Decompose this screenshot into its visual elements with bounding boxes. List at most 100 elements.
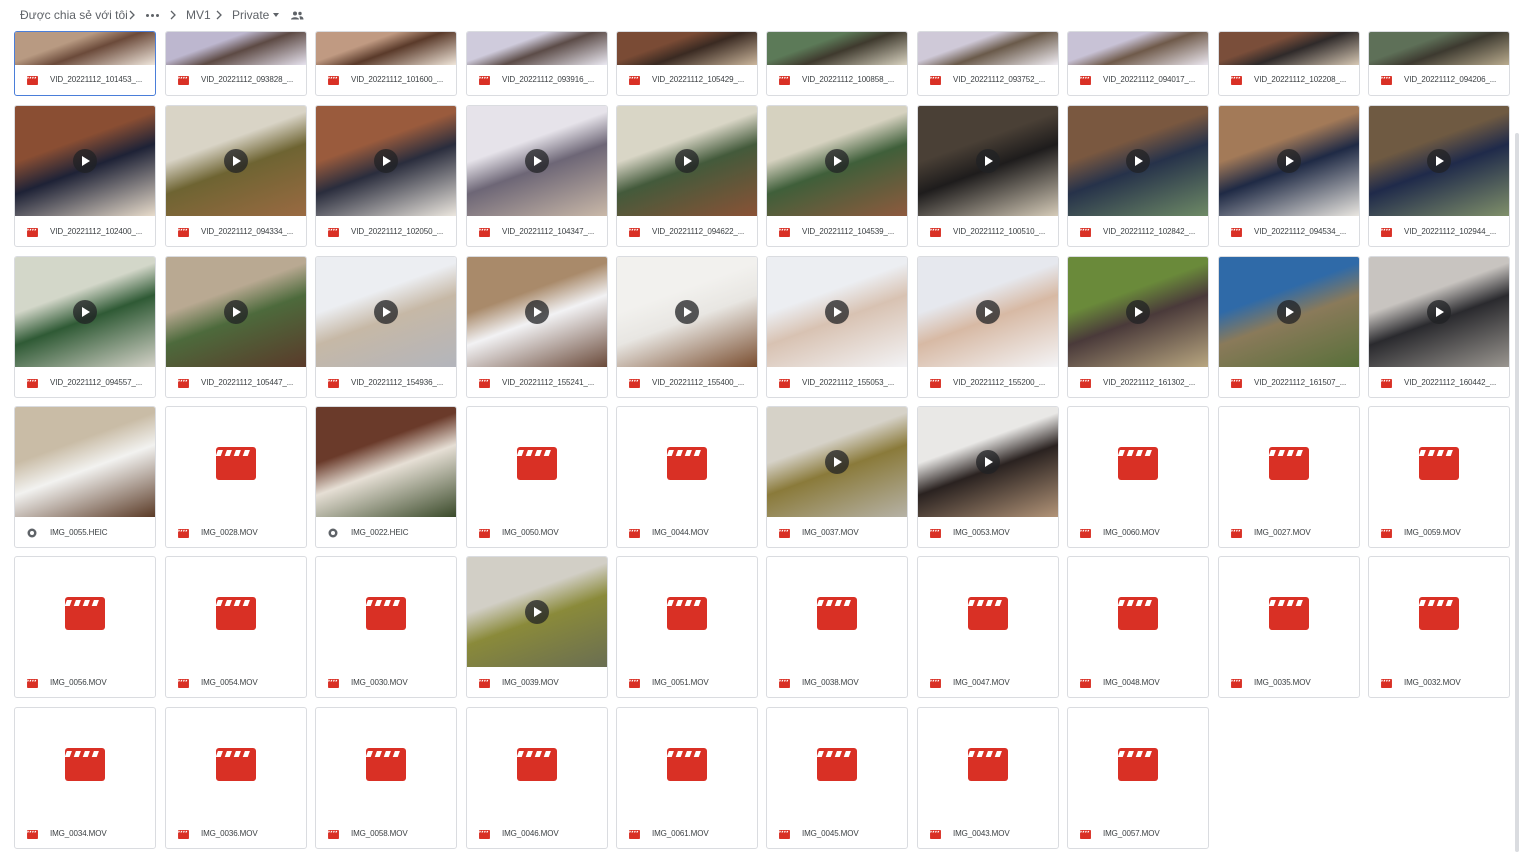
file-tile[interactable]: VID_20221112_155400_... xyxy=(616,256,758,398)
file-tile[interactable]: VID_20221112_100858_... xyxy=(766,31,908,96)
file-tile[interactable]: IMG_0053.MOV xyxy=(917,406,1059,548)
file-tile[interactable]: VID_20221112_094017_... xyxy=(1067,31,1209,96)
file-thumbnail xyxy=(767,407,907,517)
file-tile[interactable]: VID_20221112_093752_... xyxy=(917,31,1059,96)
file-tile[interactable]: VID_20221112_105447_... xyxy=(165,256,307,398)
file-name: IMG_0053.MOV xyxy=(953,528,1010,537)
file-tile[interactable]: VID_20221112_104539_... xyxy=(766,105,908,247)
file-tile[interactable]: VID_20221112_102400_... xyxy=(14,105,156,247)
file-tile[interactable]: VID_20221112_094557_... xyxy=(14,256,156,398)
file-tile[interactable]: IMG_0030.MOV xyxy=(315,556,457,698)
file-tile[interactable]: VID_20221112_102944_... xyxy=(1368,105,1510,247)
file-thumbnail xyxy=(316,407,456,517)
file-tile[interactable]: IMG_0047.MOV xyxy=(917,556,1059,698)
file-tile[interactable]: VID_20221112_155241_... xyxy=(466,256,608,398)
file-tile[interactable]: VID_20221112_100510_... xyxy=(917,105,1059,247)
video-file-icon xyxy=(1231,76,1242,85)
file-tile[interactable]: VID_20221112_160442_... xyxy=(1368,256,1510,398)
breadcrumb-folder-private[interactable]: Private xyxy=(232,8,270,22)
file-tile[interactable]: VID_20221112_155200_... xyxy=(917,256,1059,398)
file-tile[interactable]: VID_20221112_094334_... xyxy=(165,105,307,247)
file-name: VID_20221112_161507_... xyxy=(1254,378,1347,387)
file-tile[interactable]: IMG_0058.MOV xyxy=(315,707,457,849)
file-name: VID_20221112_102400_... xyxy=(50,227,143,236)
video-clapper-icon xyxy=(968,748,1008,781)
vertical-scrollbar[interactable] xyxy=(1512,31,1524,852)
file-name: VID_20221112_155053_... xyxy=(802,378,895,387)
play-icon xyxy=(825,149,849,173)
more-folders-icon[interactable] xyxy=(146,14,159,17)
file-tile[interactable]: IMG_0044.MOV xyxy=(616,406,758,548)
video-file-icon xyxy=(779,529,790,538)
file-tile[interactable]: IMG_0039.MOV xyxy=(466,556,608,698)
file-tile[interactable]: IMG_0032.MOV xyxy=(1368,556,1510,698)
file-thumbnail xyxy=(316,257,456,367)
file-tile[interactable]: IMG_0057.MOV xyxy=(1067,707,1209,849)
file-name: VID_20221112_102208_... xyxy=(1254,75,1347,84)
image-file-icon xyxy=(27,528,37,538)
file-tile[interactable]: VID_20221112_154936_... xyxy=(315,256,457,398)
file-tile[interactable]: IMG_0055.HEIC xyxy=(14,406,156,548)
file-thumbnail xyxy=(617,32,757,65)
file-tile[interactable]: VID_20221112_101453_... xyxy=(14,31,156,96)
video-clapper-icon xyxy=(366,748,406,781)
file-tile[interactable]: VID_20221112_093828_... xyxy=(165,31,307,96)
file-tile[interactable]: IMG_0050.MOV xyxy=(466,406,608,548)
file-tile[interactable]: VID_20221112_104347_... xyxy=(466,105,608,247)
file-tile[interactable]: IMG_0037.MOV xyxy=(766,406,908,548)
file-tile[interactable]: IMG_0036.MOV xyxy=(165,707,307,849)
scrollbar-thumb[interactable] xyxy=(1515,133,1519,852)
file-tile[interactable]: VID_20221112_094622_... xyxy=(616,105,758,247)
file-tile[interactable]: IMG_0051.MOV xyxy=(616,556,758,698)
file-thumbnail xyxy=(1219,32,1359,65)
video-file-icon xyxy=(479,830,490,839)
play-icon xyxy=(1277,149,1301,173)
file-tile[interactable]: IMG_0048.MOV xyxy=(1067,556,1209,698)
file-tile[interactable]: IMG_0038.MOV xyxy=(766,556,908,698)
file-tile[interactable]: IMG_0046.MOV xyxy=(466,707,608,849)
shared-people-icon xyxy=(291,11,304,20)
file-name: IMG_0037.MOV xyxy=(802,528,859,537)
breadcrumb-shared-with-me[interactable]: Được chia sẻ với tôi xyxy=(20,8,128,22)
file-tile[interactable]: IMG_0060.MOV xyxy=(1067,406,1209,548)
breadcrumb-folder-mv1[interactable]: MV1 xyxy=(186,8,211,22)
video-file-icon xyxy=(629,830,640,839)
chevron-right-icon xyxy=(127,10,137,20)
file-name: VID_20221112_100858_... xyxy=(802,75,895,84)
file-tile[interactable]: IMG_0028.MOV xyxy=(165,406,307,548)
file-tile[interactable]: VID_20221112_102208_... xyxy=(1218,31,1360,96)
file-tile[interactable]: IMG_0045.MOV xyxy=(766,707,908,849)
file-tile[interactable]: VID_20221112_101600_... xyxy=(315,31,457,96)
file-tile[interactable]: VID_20221112_161507_... xyxy=(1218,256,1360,398)
file-tile[interactable]: VID_20221112_102842_... xyxy=(1067,105,1209,247)
file-name: VID_20221112_105447_... xyxy=(201,378,294,387)
play-icon xyxy=(825,300,849,324)
file-tile[interactable]: IMG_0043.MOV xyxy=(917,707,1059,849)
file-tile[interactable]: IMG_0061.MOV xyxy=(616,707,758,849)
file-tile[interactable]: IMG_0056.MOV xyxy=(14,556,156,698)
video-file-icon xyxy=(779,76,790,85)
file-tile[interactable]: VID_20221112_094206_... xyxy=(1368,31,1510,96)
video-file-icon xyxy=(1080,529,1091,538)
file-tile[interactable]: VID_20221112_161302_... xyxy=(1067,256,1209,398)
file-tile[interactable]: IMG_0054.MOV xyxy=(165,556,307,698)
file-tile[interactable]: VID_20221112_094534_... xyxy=(1218,105,1360,247)
file-tile[interactable]: VID_20221112_102050_... xyxy=(315,105,457,247)
file-tile[interactable]: IMG_0034.MOV xyxy=(14,707,156,849)
file-tile[interactable]: IMG_0035.MOV xyxy=(1218,556,1360,698)
video-file-icon xyxy=(1080,228,1091,237)
video-file-icon xyxy=(1381,529,1392,538)
file-thumbnail xyxy=(467,106,607,216)
file-tile[interactable]: VID_20221112_093916_... xyxy=(466,31,608,96)
file-tile[interactable]: VID_20221112_105429_... xyxy=(616,31,758,96)
video-file-icon xyxy=(930,76,941,85)
file-name: IMG_0045.MOV xyxy=(802,829,859,838)
file-tile[interactable]: IMG_0022.HEIC xyxy=(315,406,457,548)
file-tile[interactable]: IMG_0027.MOV xyxy=(1218,406,1360,548)
file-tile[interactable]: IMG_0059.MOV xyxy=(1368,406,1510,548)
play-icon xyxy=(1126,300,1150,324)
video-clapper-icon xyxy=(667,597,707,630)
video-file-icon xyxy=(178,379,189,388)
dropdown-caret-icon[interactable] xyxy=(273,13,279,17)
file-tile[interactable]: VID_20221112_155053_... xyxy=(766,256,908,398)
